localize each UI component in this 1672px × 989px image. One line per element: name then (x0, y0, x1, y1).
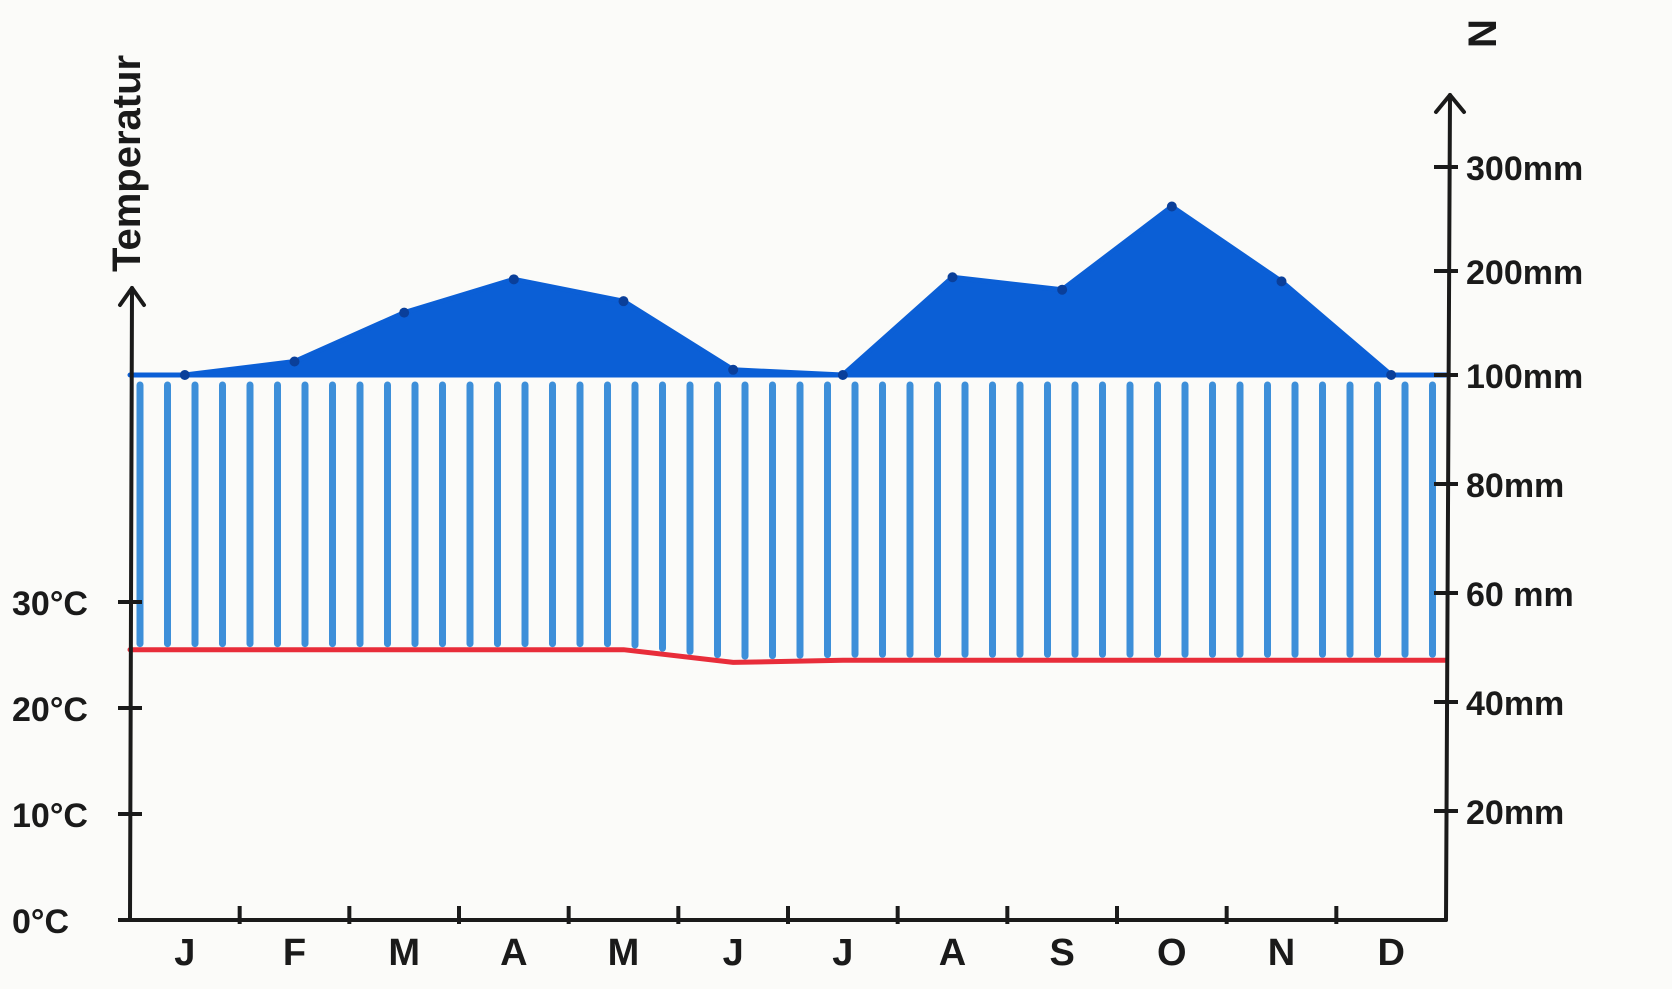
right-axis-title: N (1461, 19, 1505, 48)
month-label: N (1268, 932, 1295, 974)
precip-tick-label: 60 mm (1466, 576, 1574, 614)
temp-tick-label: 30°C (12, 585, 88, 623)
temp-tick-label: 10°C (12, 797, 88, 835)
precip-point (1057, 284, 1068, 295)
precip-tick-label: 200mm (1466, 254, 1583, 292)
precip-point (1386, 370, 1397, 380)
precip-point (947, 272, 958, 283)
precip-point (618, 296, 629, 307)
precip-tick-label: 20mm (1466, 794, 1564, 832)
month-label: M (388, 932, 420, 974)
precip-point (399, 307, 410, 318)
month-label: D (1377, 932, 1404, 974)
month-label: M (608, 932, 640, 974)
month-label: A (939, 932, 966, 974)
right-axis-arrow (1434, 93, 1466, 114)
precip-tick-label: 40mm (1466, 685, 1564, 723)
right-axis-line (1444, 93, 1452, 922)
temp-tick-label: 0°C (12, 903, 69, 941)
precip-point (508, 274, 519, 285)
month-label: F (283, 932, 306, 974)
precip-point (1166, 201, 1177, 212)
month-label: J (723, 932, 744, 974)
month-label: O (1157, 932, 1187, 974)
left-axis-title: Temperatur (105, 55, 149, 272)
precip-tick-label: 100mm (1466, 358, 1583, 396)
left-ticks: 0°C 10°C 20°C 30°C (12, 585, 142, 941)
left-axis-arrow (118, 286, 146, 307)
right-ticks: 20mm 40mm 60 mm 80mm 100mm 200mm 300mm (1434, 150, 1583, 832)
month-label: S (1049, 932, 1074, 974)
precip-area-group (127, 201, 1449, 380)
month-label: A (500, 932, 527, 974)
temp-tick-label: 20°C (12, 691, 88, 729)
temperature-line (127, 647, 1449, 665)
precip-point (1276, 276, 1287, 287)
month-label: J (174, 932, 195, 974)
precip-tick-label: 300mm (1466, 150, 1583, 188)
temperature-group (127, 647, 1449, 665)
precip-tick-label: 80mm (1466, 467, 1564, 505)
precip-point (837, 370, 848, 380)
precip-point (289, 356, 300, 367)
month-label: J (832, 932, 853, 974)
precip-hatch (136, 381, 1436, 660)
precip-point (179, 370, 190, 380)
precip-point (728, 364, 739, 375)
precip-area (127, 204, 1449, 378)
